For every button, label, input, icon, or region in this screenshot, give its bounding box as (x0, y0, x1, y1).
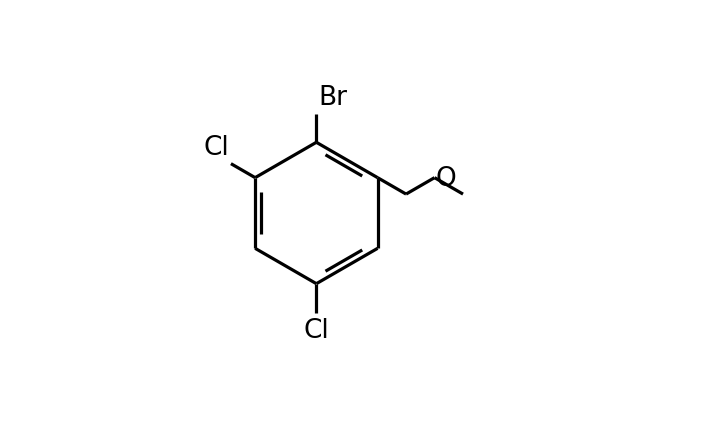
Text: Br: Br (318, 85, 347, 111)
Text: Cl: Cl (303, 317, 329, 343)
Text: Cl: Cl (204, 135, 230, 160)
Text: O: O (436, 165, 456, 191)
